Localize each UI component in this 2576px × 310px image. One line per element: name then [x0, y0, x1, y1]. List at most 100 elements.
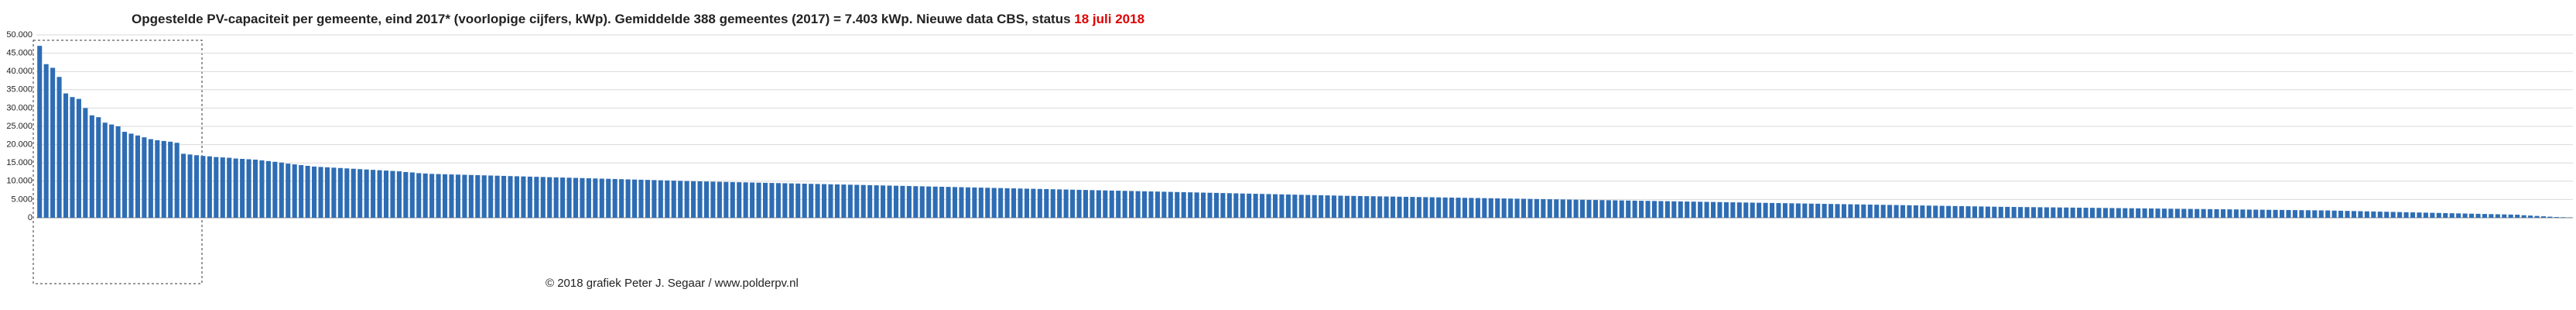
bar — [2116, 208, 2121, 218]
bar — [1750, 202, 1755, 218]
bar — [481, 175, 487, 218]
bar — [1965, 206, 1971, 218]
bar — [83, 108, 88, 218]
bar — [1534, 198, 1539, 218]
bar — [1651, 201, 1657, 218]
bar — [1253, 194, 1258, 218]
bar — [1946, 205, 1952, 218]
bar — [834, 184, 840, 218]
bar — [854, 184, 860, 218]
bar — [63, 93, 69, 219]
bar — [76, 98, 81, 218]
bar — [1848, 204, 1853, 218]
bar — [1423, 197, 1428, 218]
bar — [775, 183, 781, 218]
bar — [514, 176, 520, 218]
bar — [2443, 212, 2448, 218]
bar — [115, 126, 121, 218]
bar — [1514, 198, 1520, 218]
bar — [998, 188, 1004, 218]
bar — [1913, 205, 1918, 218]
bar — [809, 184, 814, 218]
bar — [1070, 189, 1076, 218]
bar — [494, 175, 500, 218]
bar — [1501, 198, 1507, 218]
bar — [1011, 188, 1017, 218]
bar — [717, 181, 722, 218]
bar — [631, 179, 638, 218]
footer: © 2018 grafiek Peter J. Segaar / www.pol… — [546, 277, 799, 290]
bar — [2469, 213, 2475, 218]
bar — [658, 180, 663, 218]
bar — [691, 181, 696, 218]
bar — [1194, 192, 1199, 218]
bar — [730, 181, 735, 218]
bar — [881, 185, 886, 218]
bar — [599, 178, 604, 218]
bar — [1527, 198, 1533, 218]
bar — [501, 175, 507, 218]
bar — [1567, 199, 1572, 218]
bar — [2246, 209, 2252, 218]
bar — [527, 176, 532, 218]
bar — [2149, 208, 2154, 218]
bar — [2554, 217, 2559, 218]
bar — [1730, 202, 1736, 218]
bar — [553, 177, 559, 218]
bar — [1351, 195, 1356, 218]
bar — [2155, 208, 2160, 218]
bar — [2089, 208, 2095, 218]
bar — [2240, 209, 2246, 218]
bar — [1867, 205, 1873, 218]
bar — [1495, 198, 1500, 218]
bar — [2417, 212, 2422, 218]
y-tick-label: 30.000 — [6, 103, 32, 112]
bar — [220, 157, 225, 218]
bar — [802, 184, 807, 218]
bar — [2136, 208, 2141, 218]
bar — [1449, 197, 1455, 218]
bar — [2142, 208, 2147, 218]
bar — [1776, 203, 1781, 218]
bar — [324, 167, 330, 218]
bar — [1639, 201, 1644, 218]
bar — [521, 176, 526, 218]
bar — [828, 184, 833, 218]
bar — [252, 159, 258, 218]
bar — [1671, 201, 1677, 218]
bar — [2403, 212, 2409, 218]
bar — [2037, 207, 2043, 218]
bar — [318, 167, 323, 218]
bar — [337, 167, 343, 218]
bar — [488, 175, 494, 218]
bar — [1547, 199, 1552, 218]
bar — [214, 157, 219, 218]
y-tick-label: 0 — [28, 213, 32, 222]
bar — [1207, 192, 1213, 218]
bar — [2266, 209, 2272, 218]
bar — [821, 184, 827, 218]
y-tick-label: 15.000 — [6, 158, 32, 167]
bar — [2083, 208, 2089, 218]
bar — [2338, 210, 2344, 218]
bar — [978, 188, 984, 218]
bar — [233, 158, 238, 218]
bar — [1763, 202, 1768, 218]
bar — [782, 183, 788, 218]
bar — [893, 185, 899, 218]
bar — [259, 160, 265, 218]
bar — [1710, 202, 1716, 218]
bar — [1808, 203, 1814, 218]
bar — [1691, 202, 1696, 218]
bar — [1998, 206, 2003, 218]
bar — [168, 141, 173, 218]
bar — [939, 186, 945, 218]
bar — [1135, 191, 1141, 218]
y-tick-label: 10.000 — [6, 177, 32, 186]
bar — [991, 188, 997, 218]
bar — [2528, 215, 2533, 218]
bar — [2077, 207, 2082, 218]
bar — [1285, 194, 1291, 218]
bar — [305, 165, 310, 218]
